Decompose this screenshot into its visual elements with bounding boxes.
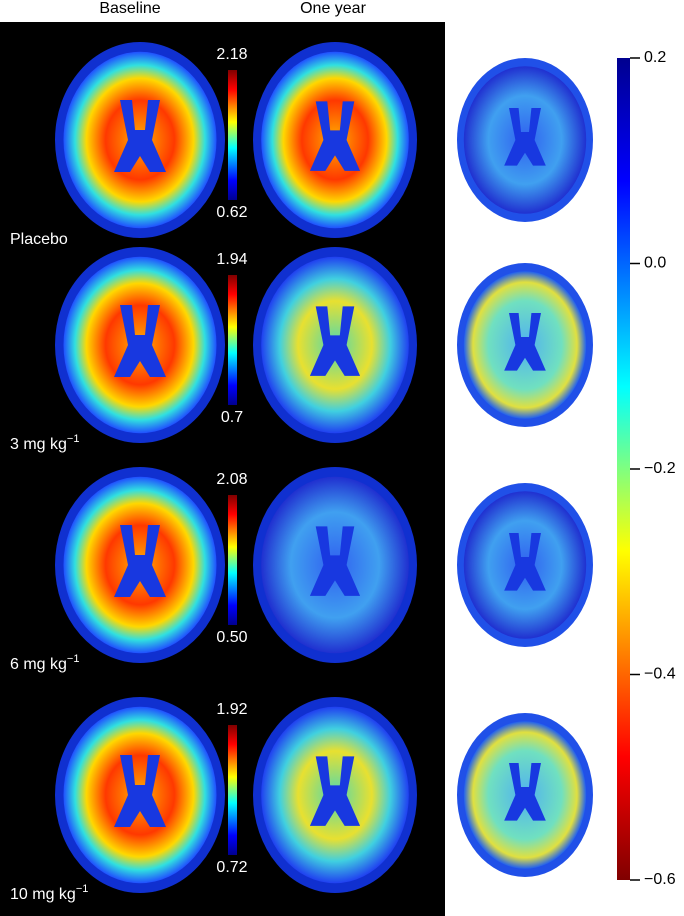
- scale-min: 0.7: [221, 409, 243, 426]
- brain-image: [457, 483, 593, 647]
- brain-image: [55, 467, 225, 663]
- row-label: Placebo: [10, 231, 68, 248]
- ventricles: [504, 108, 546, 166]
- brain-image: [457, 713, 593, 877]
- brain-image: [253, 247, 417, 443]
- scale-max: 2.08: [216, 471, 247, 488]
- scale-min: 0.62: [216, 204, 247, 221]
- column-header: Baseline: [99, 0, 160, 17]
- ventricles: [309, 756, 361, 826]
- ventricles: [114, 100, 166, 172]
- tick-label: −0.2: [644, 460, 676, 477]
- brain-image: [55, 697, 225, 893]
- row-label-text: 6 mg kg: [10, 656, 67, 673]
- row-label: 6 mg kg−1: [10, 653, 79, 673]
- row-label-text: 3 mg kg: [10, 436, 67, 453]
- brain-image: [55, 247, 225, 443]
- ventricles: [504, 313, 546, 371]
- tick-label: 0.2: [644, 49, 666, 66]
- scale-colorbar: [228, 725, 237, 855]
- brain-image: [457, 263, 593, 427]
- scale-colorbar: [228, 70, 237, 200]
- scale-max: 1.94: [216, 251, 247, 268]
- brain-image: [457, 58, 593, 222]
- brain-image: [253, 697, 417, 893]
- ventricles: [114, 755, 166, 827]
- scale-colorbar: [228, 275, 237, 405]
- ventricles: [114, 525, 166, 597]
- scale-min: 0.50: [216, 629, 247, 646]
- tick-label: −0.4: [644, 666, 676, 683]
- ventricles: [309, 306, 361, 376]
- row-label-sup: −1: [67, 653, 80, 665]
- tick-label: −0.6: [644, 871, 676, 888]
- difference-colorbar: [617, 58, 630, 880]
- ventricles: [309, 526, 361, 596]
- row-label: 10 mg kg−1: [10, 883, 88, 903]
- row-label-text: 10 mg kg: [10, 886, 76, 903]
- column-header: One year: [300, 0, 366, 17]
- tick-label: 0.0: [644, 255, 666, 272]
- scale-min: 0.72: [216, 859, 247, 876]
- ventricles: [114, 305, 166, 377]
- ventricles: [309, 101, 361, 171]
- brain-image: [55, 42, 225, 238]
- row-label-sup: −1: [67, 433, 80, 445]
- scale-colorbar: [228, 495, 237, 625]
- row-label-text: Placebo: [10, 231, 68, 248]
- ventricles: [504, 763, 546, 821]
- row-label: 3 mg kg−1: [10, 433, 79, 453]
- row-label-sup: −1: [76, 883, 89, 895]
- brain-image: [253, 467, 417, 663]
- ventricles: [504, 533, 546, 591]
- scale-max: 1.92: [216, 701, 247, 718]
- scale-max: 2.18: [216, 46, 247, 63]
- brain-image: [253, 42, 417, 238]
